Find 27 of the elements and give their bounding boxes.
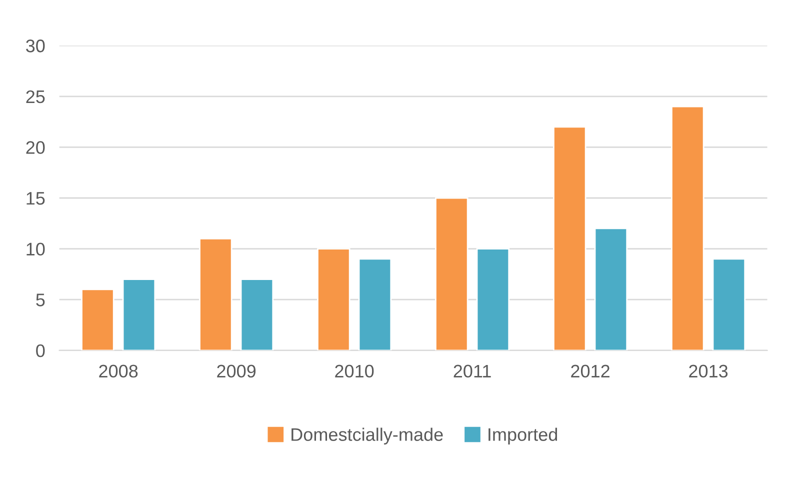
bar [671, 106, 704, 350]
bar [594, 228, 628, 350]
y-tick-label: 15 [26, 192, 45, 205]
bar [199, 238, 232, 350]
y-tick-label: 0 [36, 344, 45, 358]
y-tick-label: 10 [26, 242, 45, 256]
x-tick-label: 2013 [689, 364, 728, 378]
y-tick-label: 20 [26, 141, 45, 154]
bar [81, 288, 114, 350]
x-tick-label: 2010 [335, 364, 374, 378]
legend-label: Imported [488, 428, 558, 445]
bar [317, 248, 350, 350]
bar [435, 197, 468, 350]
bar [712, 258, 746, 350]
bar [122, 278, 156, 350]
y-tick-label: 25 [26, 90, 45, 104]
bar [358, 258, 392, 350]
y-tick-label: 30 [26, 40, 45, 52]
x-tick-label: 2009 [217, 364, 256, 378]
bar [553, 126, 586, 350]
bar [476, 248, 510, 350]
bar [240, 278, 274, 350]
x-tick-label: 2012 [571, 364, 610, 378]
x-tick-label: 2008 [99, 364, 138, 378]
x-tick-label: 2011 [454, 364, 491, 378]
legend-label: Domestcially-made [292, 428, 443, 445]
y-tick-label: 5 [36, 294, 45, 306]
